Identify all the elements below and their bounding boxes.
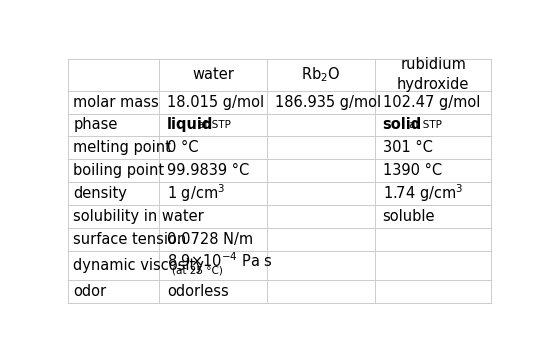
Text: 8.9$\times$10$^{-4}$ Pa s: 8.9$\times$10$^{-4}$ Pa s	[167, 251, 273, 270]
Text: at STP: at STP	[198, 120, 231, 130]
Text: at STP: at STP	[409, 120, 442, 130]
Text: 102.47 g/mol: 102.47 g/mol	[383, 95, 480, 110]
Text: boiling point: boiling point	[73, 163, 164, 178]
Text: dynamic viscosity: dynamic viscosity	[73, 258, 204, 273]
Text: molar mass: molar mass	[73, 95, 159, 110]
Text: density: density	[73, 186, 127, 201]
Text: 99.9839 °C: 99.9839 °C	[167, 163, 249, 178]
Text: 186.935 g/mol: 186.935 g/mol	[275, 95, 381, 110]
Text: odor: odor	[73, 284, 106, 299]
Text: 1390 °C: 1390 °C	[383, 163, 442, 178]
Text: 18.015 g/mol: 18.015 g/mol	[167, 95, 264, 110]
Text: soluble: soluble	[383, 209, 435, 224]
Text: liquid: liquid	[167, 117, 213, 132]
Text: solubility in water: solubility in water	[73, 209, 204, 224]
Text: 1.74 g/cm$^3$: 1.74 g/cm$^3$	[383, 183, 463, 204]
Text: phase: phase	[73, 117, 118, 132]
Text: 301 °C: 301 °C	[383, 140, 432, 155]
Text: 0.0728 N/m: 0.0728 N/m	[167, 232, 253, 247]
Text: solid: solid	[383, 117, 422, 132]
Text: Rb$_2$O: Rb$_2$O	[301, 66, 341, 84]
Text: odorless: odorless	[167, 284, 229, 299]
Text: 1 g/cm$^3$: 1 g/cm$^3$	[167, 183, 225, 204]
Text: (at 25 °C): (at 25 °C)	[172, 266, 223, 276]
Text: surface tension: surface tension	[73, 232, 187, 247]
Text: 0 °C: 0 °C	[167, 140, 198, 155]
Text: melting point: melting point	[73, 140, 171, 155]
Text: water: water	[192, 67, 234, 82]
Text: rubidium
hydroxide: rubidium hydroxide	[397, 57, 470, 92]
